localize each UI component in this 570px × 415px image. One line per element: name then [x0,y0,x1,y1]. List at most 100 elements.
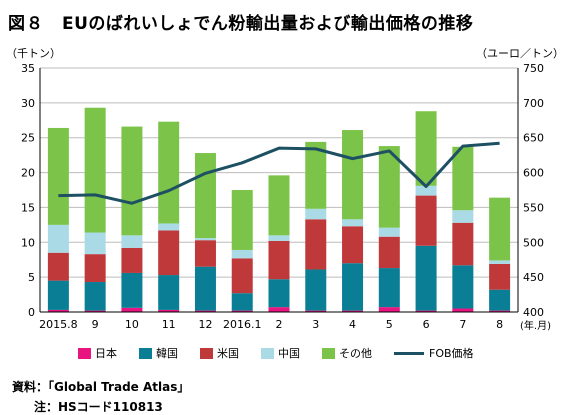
x-tick-label: 2016.1 [223,318,262,331]
x-tick-label: 7 [459,318,466,331]
bar-segment [194,310,216,312]
bar-segment [305,269,327,311]
bar-segment [231,258,253,294]
bar-segment [47,224,69,253]
y2-tick-label: 650 [523,132,544,145]
left-axis-unit: （千トン） [6,47,61,60]
x-tick-label: 8 [496,318,503,331]
bar-segment [452,222,474,266]
legend-label: 韓国 [156,347,178,360]
legend-label: 中国 [278,347,300,360]
fob-price-line [58,141,500,205]
bar-segment [489,197,511,261]
bar-segment [158,275,180,310]
bar-segment [47,252,69,281]
legend-swatch [78,347,91,359]
x-axis-unit: (年.月) [520,319,551,332]
legend-swatch [139,347,152,359]
bar-segment [305,208,327,220]
bar-segment [489,263,511,290]
bar-segment [231,293,253,311]
bar-segment [342,263,364,311]
legend-line-swatch [394,351,424,355]
y2-tick-label: 700 [523,97,544,110]
x-tick-label: 5 [386,318,393,331]
bar-segment [121,307,143,312]
bar-segment [489,289,511,311]
bar-segment [268,240,290,280]
bar-segment [84,282,106,311]
y-tick-label: 20 [21,167,35,180]
y-tick-label: 5 [28,271,35,284]
y-tick-label: 30 [21,97,35,110]
figure-number: 図８ [8,13,44,34]
y-tick-label: 25 [21,132,35,145]
bar-segment [378,146,400,228]
bar-segment [194,240,216,267]
bar-segment [84,107,106,233]
y-tick-label: 10 [21,236,35,249]
legend-label: その他 [339,347,372,360]
bar-segment [415,195,437,246]
bar-segment [305,310,327,312]
y2-tick-label: 600 [523,167,544,180]
bar-segment [158,223,180,231]
bar-segment [452,210,474,223]
y-tick-label: 15 [21,201,35,214]
bar-segment [305,141,327,209]
bar-segment [231,310,253,312]
x-tick-label: 12 [198,318,212,331]
bar-segment [231,190,253,250]
chart-legend: 日本 韓国 米国 中国 その他 FOB価格 [78,344,496,362]
bar-segment [194,153,216,239]
legend-swatch [322,347,335,359]
bar-segment [415,310,437,312]
bar-segment [452,265,474,309]
bar-segment [378,227,400,237]
bar-segment [194,238,216,241]
y2-tick-label: 500 [523,236,544,249]
bar-segment [121,235,143,248]
bar-segment [231,249,253,259]
y2-tick-label: 400 [523,306,544,319]
x-tick-label: 6 [423,318,430,331]
bar-segment [342,310,364,312]
bar-segment [268,279,290,308]
bar-segment [194,266,216,311]
bar-segment [121,272,143,308]
bar-segment [158,121,180,224]
bar-segment [268,175,290,236]
bar-segment [342,130,364,220]
bar-segment [84,310,106,312]
source-note: 資料：「Global Trade Atlas」 [12,380,190,394]
x-tick-label: 2 [276,318,283,331]
x-tick-label: 10 [125,318,139,331]
bar-segment [342,219,364,227]
legend-item: 米国 [200,345,239,361]
bar-segment [158,230,180,276]
legend-label: FOB価格 [429,347,474,360]
legend-swatch [261,347,274,359]
bar-segment [268,235,290,241]
legend-item: FOB価格 [394,345,474,361]
legend-label: 日本 [95,347,117,360]
legend-item: 日本 [78,345,117,361]
bar-segment [305,219,327,270]
bar-segment [47,309,69,312]
x-tick-label: 3 [312,318,319,331]
x-tick-label: 9 [92,318,99,331]
bar-segment [378,236,400,269]
bar-segment [121,247,143,273]
legend-item: 韓国 [139,345,178,361]
legend-item: 中国 [261,345,300,361]
legend-label: 米国 [217,347,239,360]
legend-swatch [200,347,213,359]
bar-segment [158,309,180,312]
x-tick-label: 2015.8 [39,318,78,331]
y-tick-label: 0 [28,306,35,319]
bar-segment [84,232,106,255]
bar-segment [452,146,474,211]
bar-segment [415,111,437,186]
y-tick-label: 35 [21,62,35,75]
